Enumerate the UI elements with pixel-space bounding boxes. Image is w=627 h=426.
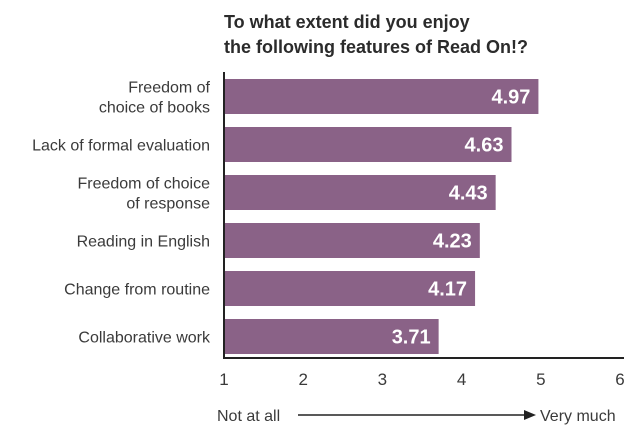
bar-4 bbox=[224, 271, 476, 306]
bar-value-label-2: 4.43 bbox=[449, 183, 488, 205]
category-label-0-0: Freedom of bbox=[128, 80, 210, 97]
x-tick-label-4: 5 bbox=[536, 370, 545, 389]
bar-value-label-3: 4.23 bbox=[433, 231, 472, 253]
category-label-2-1: of response bbox=[126, 196, 210, 213]
category-label-2-0: Freedom of choice bbox=[77, 176, 210, 193]
bar-value-label-5: 3.71 bbox=[392, 327, 431, 349]
bar-value-label-4: 4.17 bbox=[428, 279, 467, 301]
category-label-3-0: Reading in English bbox=[77, 234, 210, 251]
x-tick-label-2: 3 bbox=[378, 370, 387, 389]
scale-arrow-head bbox=[524, 410, 536, 420]
category-label-1-0: Lack of formal evaluation bbox=[32, 138, 210, 155]
x-tick-label-1: 2 bbox=[298, 370, 307, 389]
bar-1 bbox=[224, 127, 512, 162]
bar-3 bbox=[224, 223, 480, 258]
x-tick-label-0: 1 bbox=[219, 370, 228, 389]
x-tick-label-3: 4 bbox=[457, 370, 466, 389]
bar-5 bbox=[224, 319, 439, 354]
chart-title: To what extent did you enjoy the followi… bbox=[224, 12, 528, 57]
category-label-0-1: choice of books bbox=[99, 100, 210, 117]
bars-group: 4.97 4.63 4.43 4.23 4.17 3.71 bbox=[224, 79, 539, 354]
scale-low-label: Not at all bbox=[217, 408, 280, 425]
x-tick-label-5: 6 bbox=[615, 370, 624, 389]
bar-value-label-0: 4.97 bbox=[491, 87, 530, 109]
category-labels: Freedom of choice of books Lack of formal … bbox=[32, 80, 211, 347]
chart-title-line-2: the following features of Read On!? bbox=[224, 37, 528, 57]
axes-group bbox=[223, 72, 624, 359]
scale-legend: Not at all Very much bbox=[217, 408, 616, 425]
bar-2 bbox=[224, 175, 496, 210]
category-label-5-0: Collaborative work bbox=[78, 330, 211, 347]
x-tick-labels: 1 2 3 4 5 6 bbox=[219, 370, 624, 389]
chart-title-line-1: To what extent did you enjoy bbox=[224, 12, 470, 32]
bar-0 bbox=[224, 79, 539, 114]
category-label-4-0: Change from routine bbox=[64, 282, 210, 299]
scale-high-label: Very much bbox=[540, 408, 616, 425]
bar-value-label-1: 4.63 bbox=[465, 135, 504, 157]
